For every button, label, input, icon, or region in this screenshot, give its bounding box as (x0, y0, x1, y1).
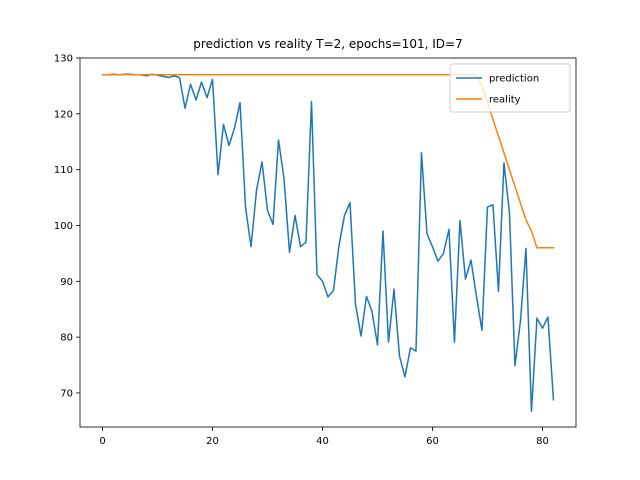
legend-label-prediction: prediction (489, 74, 539, 85)
axes-frame (79, 57, 577, 428)
x-tick-label: 20 (206, 436, 219, 447)
x-tick-label: 60 (426, 436, 439, 447)
axes: 0 20 40 60 80 70 80 90 100 110 120 130 (54, 54, 577, 447)
x-tick-label: 0 (99, 436, 105, 447)
y-tick-label: 80 (60, 333, 73, 344)
series-line-prediction (101, 73, 555, 413)
y-tick-label: 130 (54, 54, 73, 65)
y-tick-label: 100 (54, 221, 73, 232)
x-tick-label: 40 (316, 436, 329, 447)
y-tick-label: 90 (60, 277, 73, 288)
chart-title: prediction vs reality T=2, epochs=101, I… (193, 37, 462, 51)
legend: prediction reality (449, 63, 571, 113)
y-tick-label: 70 (60, 389, 73, 400)
legend-box (449, 63, 571, 113)
legend-label-reality: reality (489, 95, 521, 106)
y-tick-label: 110 (54, 165, 73, 176)
y-tick-label: 120 (54, 109, 73, 120)
x-tick-label: 80 (536, 436, 549, 447)
